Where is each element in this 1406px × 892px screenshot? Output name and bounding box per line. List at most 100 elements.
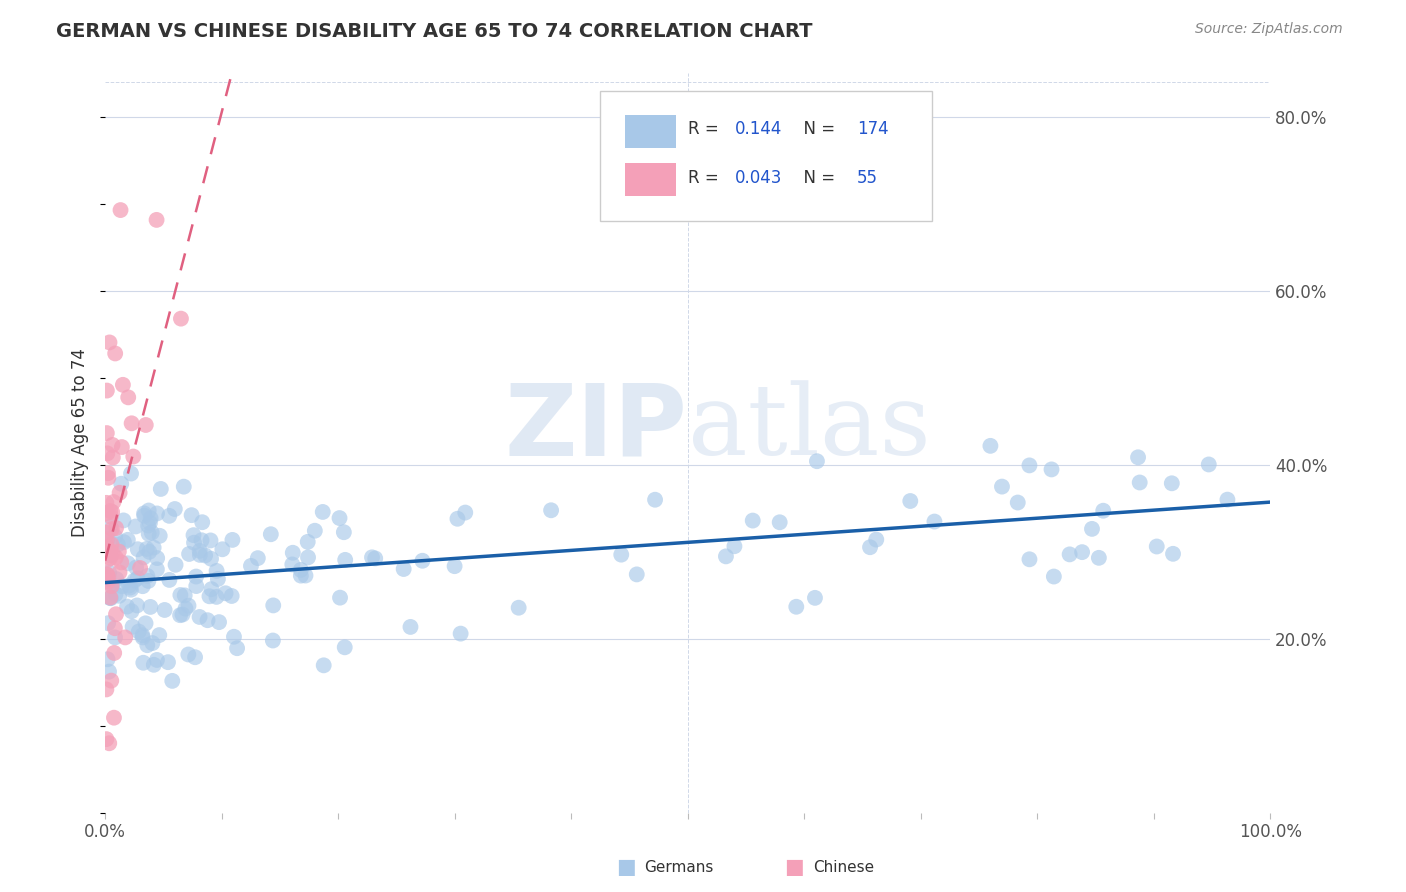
Point bbox=[121, 620, 143, 634]
Point bbox=[101, 438, 124, 452]
FancyBboxPatch shape bbox=[624, 115, 676, 148]
Point bbox=[260, 527, 283, 541]
Point bbox=[96, 732, 118, 747]
Point bbox=[156, 655, 179, 669]
Point bbox=[108, 544, 131, 558]
FancyBboxPatch shape bbox=[624, 163, 676, 196]
Point bbox=[118, 578, 141, 592]
Point bbox=[741, 514, 763, 528]
Point bbox=[132, 550, 155, 565]
Point bbox=[121, 417, 143, 431]
Point bbox=[1081, 522, 1104, 536]
Point bbox=[96, 446, 118, 460]
Point bbox=[111, 377, 134, 392]
Point bbox=[207, 572, 229, 586]
Point bbox=[184, 569, 207, 583]
Point bbox=[100, 537, 122, 551]
Point bbox=[127, 542, 149, 557]
Point bbox=[177, 599, 200, 613]
Point bbox=[924, 515, 946, 529]
Text: ZIP: ZIP bbox=[505, 380, 688, 476]
Point bbox=[142, 657, 165, 672]
Point bbox=[105, 607, 128, 622]
Point bbox=[100, 673, 122, 688]
Point bbox=[714, 549, 737, 564]
Point bbox=[97, 570, 120, 584]
Point bbox=[105, 572, 128, 586]
Point bbox=[184, 650, 207, 665]
Point bbox=[97, 574, 120, 589]
Point bbox=[103, 495, 125, 509]
Point bbox=[221, 589, 243, 603]
Point bbox=[146, 653, 169, 667]
Point bbox=[146, 562, 169, 576]
Point bbox=[135, 541, 157, 556]
Point bbox=[294, 568, 316, 582]
Point bbox=[1092, 504, 1115, 518]
Point bbox=[197, 613, 219, 627]
Point bbox=[101, 450, 124, 465]
Point bbox=[859, 540, 882, 554]
Point bbox=[610, 548, 633, 562]
Point bbox=[200, 582, 222, 596]
Point bbox=[96, 567, 118, 582]
Point bbox=[120, 582, 142, 597]
Point bbox=[262, 633, 284, 648]
Y-axis label: Disability Age 65 to 74: Disability Age 65 to 74 bbox=[72, 349, 89, 537]
Point bbox=[110, 555, 132, 569]
Point bbox=[898, 494, 921, 508]
Point bbox=[108, 566, 131, 580]
Point bbox=[115, 599, 138, 614]
Point bbox=[103, 711, 125, 725]
Point bbox=[281, 546, 304, 560]
Point bbox=[785, 599, 807, 614]
Point bbox=[100, 549, 122, 563]
Point bbox=[100, 509, 122, 524]
Point bbox=[149, 529, 172, 543]
Point bbox=[145, 213, 167, 227]
Point bbox=[98, 519, 121, 533]
Point bbox=[173, 588, 195, 602]
Text: 0.144: 0.144 bbox=[734, 120, 782, 138]
Text: 174: 174 bbox=[856, 120, 889, 138]
Text: R =: R = bbox=[688, 169, 724, 187]
Point bbox=[329, 591, 352, 605]
Point bbox=[125, 599, 148, 613]
Point bbox=[540, 503, 562, 517]
Point bbox=[146, 551, 169, 566]
Point bbox=[1198, 458, 1220, 472]
Point bbox=[98, 591, 121, 605]
Point bbox=[96, 682, 118, 697]
Point bbox=[128, 624, 150, 639]
Point bbox=[194, 549, 217, 563]
Point bbox=[117, 390, 139, 404]
Point bbox=[191, 515, 214, 529]
Point bbox=[127, 571, 149, 585]
Point bbox=[979, 439, 1001, 453]
Point bbox=[101, 546, 124, 560]
Point bbox=[131, 628, 153, 642]
Point bbox=[190, 533, 212, 548]
Point bbox=[96, 573, 118, 587]
Point bbox=[1161, 547, 1184, 561]
Point bbox=[769, 516, 792, 530]
Point bbox=[157, 573, 180, 587]
Point bbox=[626, 567, 648, 582]
Point bbox=[335, 553, 357, 567]
Point bbox=[98, 543, 121, 558]
Point bbox=[112, 535, 135, 549]
Point bbox=[392, 562, 415, 576]
Point bbox=[991, 480, 1014, 494]
Point bbox=[100, 522, 122, 536]
Point bbox=[1018, 552, 1040, 566]
Point bbox=[131, 579, 153, 593]
Point bbox=[333, 525, 356, 540]
Text: 0.043: 0.043 bbox=[734, 169, 782, 187]
Point bbox=[153, 603, 176, 617]
Point bbox=[96, 525, 118, 540]
Point bbox=[131, 631, 153, 645]
Point bbox=[304, 524, 326, 538]
Point bbox=[644, 492, 666, 507]
Point bbox=[450, 626, 472, 640]
Point bbox=[96, 506, 118, 520]
